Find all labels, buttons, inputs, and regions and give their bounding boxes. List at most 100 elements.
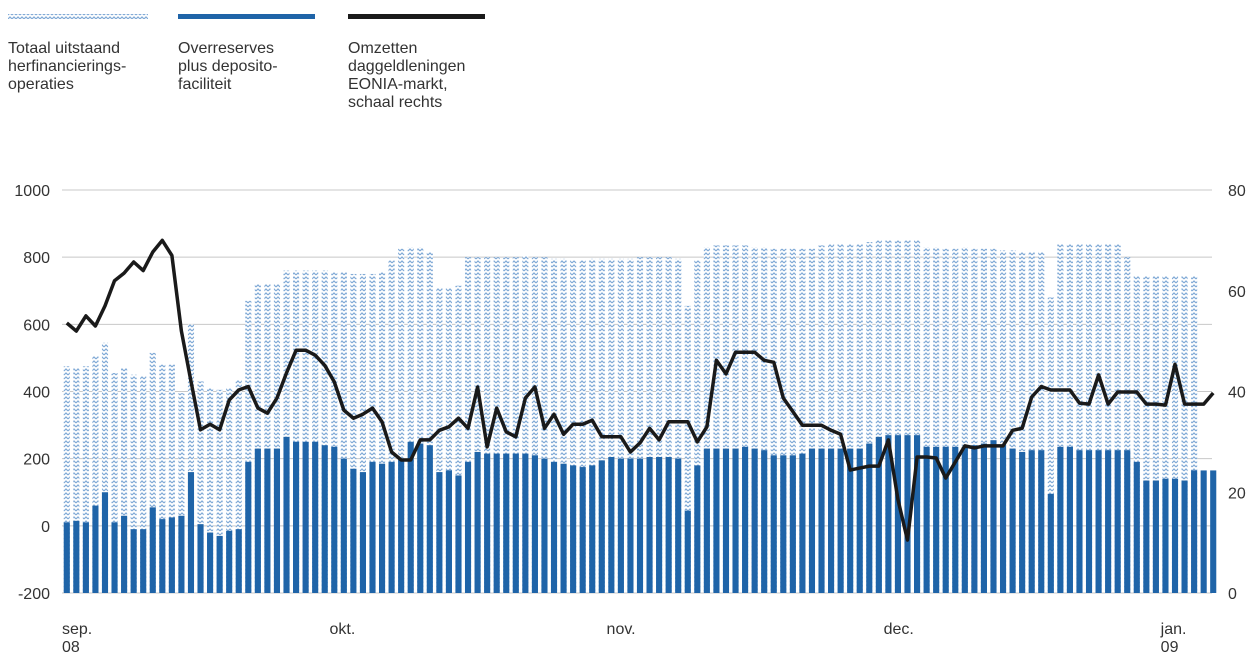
- legend-label: Omzetten daggeldleningen EONIA-markt, schaa…: [348, 40, 465, 111]
- bar: [130, 529, 137, 593]
- bar: [531, 257, 538, 593]
- bar: [1038, 450, 1045, 593]
- bar: [1114, 450, 1121, 593]
- bar: [808, 248, 816, 594]
- x-tick-label: dec.: [884, 621, 914, 638]
- bar: [464, 462, 472, 593]
- bar: [856, 448, 863, 593]
- bar: [1085, 243, 1093, 593]
- bar: [1019, 451, 1026, 593]
- bar: [799, 453, 806, 593]
- bar: [1076, 243, 1083, 593]
- bar: [684, 305, 691, 593]
- bar: [1171, 275, 1179, 593]
- bar: [952, 446, 959, 593]
- bar: [999, 445, 1007, 593]
- bar: [359, 273, 366, 593]
- bar: [273, 284, 281, 593]
- bar: [82, 522, 89, 593]
- bar: [140, 376, 147, 593]
- bar: [1114, 243, 1121, 593]
- bar: [713, 448, 720, 593]
- bar: [273, 448, 281, 593]
- bar: [818, 245, 825, 593]
- bar: [999, 250, 1007, 593]
- bar: [894, 240, 902, 593]
- bar: [254, 448, 261, 593]
- bar: [933, 247, 940, 593]
- bar: [474, 451, 481, 593]
- bar: [952, 248, 959, 594]
- legend-label: Totaal uitstaand herfinancierings-operati…: [8, 40, 126, 93]
- bar: [168, 364, 175, 593]
- bar: [1028, 450, 1035, 593]
- bar: [675, 458, 682, 593]
- bar: [961, 446, 968, 593]
- bar: [656, 257, 663, 593]
- bar: [646, 257, 653, 593]
- bar: [1191, 470, 1198, 593]
- bar: [207, 388, 214, 593]
- bar: [636, 257, 644, 593]
- y-tick-label: 600: [23, 317, 50, 334]
- bar: [980, 443, 987, 593]
- bar: [111, 522, 118, 593]
- bar: [894, 435, 902, 593]
- bar: [455, 285, 462, 593]
- bar: [1143, 480, 1150, 593]
- bar: [159, 519, 166, 593]
- bar: [904, 435, 911, 593]
- bar: [197, 524, 204, 593]
- bar: [226, 388, 233, 593]
- bar: [818, 448, 825, 593]
- bar: [398, 248, 405, 594]
- bar: [245, 462, 252, 593]
- bar: [713, 245, 720, 593]
- bar: [149, 352, 156, 593]
- bar: [598, 258, 605, 593]
- bar: [608, 456, 615, 593]
- legend-label: Overreserves plus deposito-faciliteit: [178, 40, 278, 93]
- bar: [837, 448, 844, 593]
- bar: [522, 453, 529, 593]
- bar: [331, 446, 338, 593]
- bar: [904, 240, 911, 593]
- bar: [216, 389, 223, 593]
- bar: [990, 248, 997, 594]
- bar: [866, 242, 873, 593]
- bar: [340, 272, 347, 593]
- bar: [1143, 275, 1150, 593]
- bar: [283, 436, 290, 593]
- bar: [1133, 462, 1140, 593]
- bar: [63, 522, 70, 593]
- y2-tick-label: 40: [1228, 385, 1246, 402]
- bar: [226, 530, 233, 593]
- bar: [503, 257, 510, 593]
- bar: [980, 248, 987, 594]
- legend-swatch: [178, 14, 315, 19]
- bar: [589, 465, 596, 593]
- bar: [302, 270, 309, 593]
- bar: [942, 248, 949, 594]
- bar: [445, 287, 452, 593]
- bar: [722, 448, 730, 593]
- bar: [159, 364, 166, 593]
- bar: [570, 465, 577, 593]
- bar: [856, 243, 863, 593]
- bar: [398, 458, 405, 593]
- bar: [550, 258, 558, 593]
- bar: [617, 258, 624, 593]
- bar: [1057, 446, 1064, 593]
- bar: [847, 243, 854, 593]
- bar: [971, 248, 978, 594]
- bar: [1076, 450, 1083, 593]
- bar: [140, 529, 147, 593]
- bar: [694, 465, 701, 593]
- bar: [808, 448, 816, 593]
- legend-swatch: [8, 14, 148, 19]
- bar: [914, 435, 921, 593]
- y-tick-label: 800: [23, 250, 50, 267]
- bar: [866, 443, 873, 593]
- bar: [780, 455, 787, 593]
- bar: [1066, 243, 1073, 593]
